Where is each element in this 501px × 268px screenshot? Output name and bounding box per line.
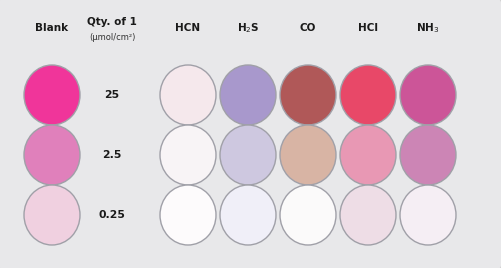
Text: NH$_3$: NH$_3$ <box>415 21 439 35</box>
Text: 25: 25 <box>104 90 119 100</box>
Ellipse shape <box>219 65 276 125</box>
Text: Qty. of 1: Qty. of 1 <box>87 17 137 27</box>
Ellipse shape <box>399 185 455 245</box>
Text: HCN: HCN <box>175 23 200 33</box>
Ellipse shape <box>280 185 335 245</box>
Text: CO: CO <box>299 23 316 33</box>
Ellipse shape <box>160 65 215 125</box>
Ellipse shape <box>399 65 455 125</box>
Ellipse shape <box>219 185 276 245</box>
Text: H$_2$S: H$_2$S <box>236 21 259 35</box>
Text: HCl: HCl <box>357 23 377 33</box>
Ellipse shape <box>339 125 395 185</box>
Ellipse shape <box>24 125 80 185</box>
Ellipse shape <box>280 125 335 185</box>
Text: (μmol/cm²): (μmol/cm²) <box>89 34 135 43</box>
Text: 2.5: 2.5 <box>102 150 121 160</box>
Ellipse shape <box>339 185 395 245</box>
Ellipse shape <box>24 65 80 125</box>
Ellipse shape <box>24 185 80 245</box>
Ellipse shape <box>399 125 455 185</box>
Ellipse shape <box>160 125 215 185</box>
Ellipse shape <box>280 65 335 125</box>
Text: 0.25: 0.25 <box>98 210 125 220</box>
Text: Blank: Blank <box>36 23 69 33</box>
Ellipse shape <box>160 185 215 245</box>
Ellipse shape <box>219 125 276 185</box>
Ellipse shape <box>339 65 395 125</box>
